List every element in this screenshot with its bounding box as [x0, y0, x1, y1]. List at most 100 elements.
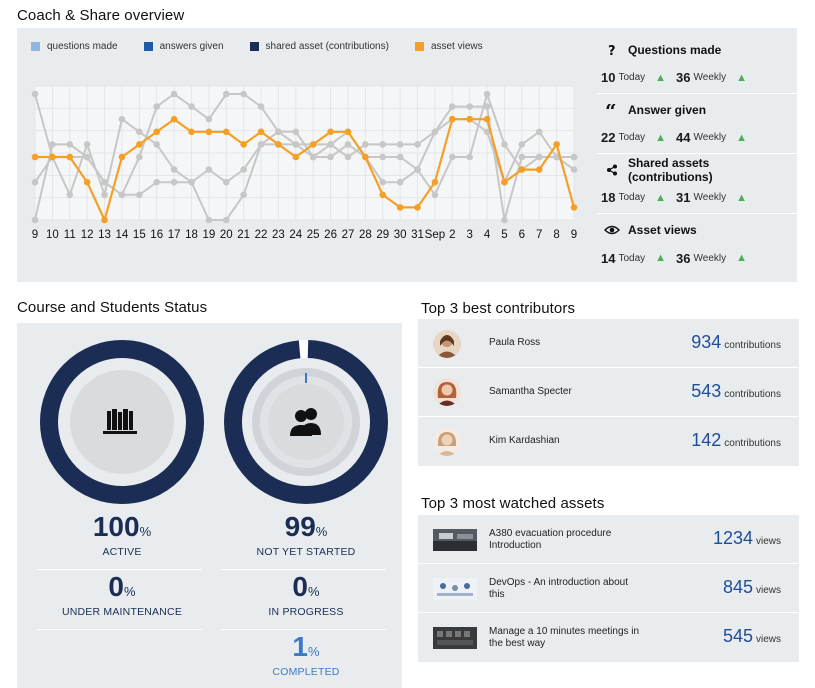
x-tick-label: 13	[98, 229, 111, 241]
stat-answers-values: 22 Today ▲ 44 Weekly ▲	[597, 122, 797, 154]
weekly-label: Weekly	[693, 132, 727, 143]
users-icon	[290, 408, 321, 436]
data-point	[344, 141, 352, 148]
x-tick-label: 19	[202, 229, 215, 241]
data-point	[170, 166, 178, 173]
data-point	[292, 141, 300, 148]
data-point	[118, 191, 126, 199]
kpi-active: 100% ACTIVE	[37, 511, 207, 558]
svg-text:?: ?	[608, 44, 616, 57]
today-label: Today	[618, 72, 646, 83]
data-point	[362, 141, 369, 148]
data-point	[292, 128, 300, 136]
books-icon	[103, 409, 137, 434]
divider	[221, 569, 386, 570]
data-point	[448, 153, 456, 161]
data-point	[553, 153, 560, 161]
stat-title: Asset views	[628, 223, 697, 237]
data-point	[188, 128, 195, 136]
eye-icon	[601, 225, 623, 235]
data-point	[483, 128, 491, 136]
x-tick-label: 24	[289, 229, 302, 241]
contributor-row[interactable]: Samantha Specter 543 contributions	[418, 368, 799, 417]
up-arrow-icon: ▲	[655, 191, 667, 204]
assets-panel: A380 evacuation procedure Introduction 1…	[418, 515, 799, 662]
legend-item-asset-views[interactable]: asset views	[414, 41, 483, 52]
data-point	[344, 128, 352, 136]
weekly-label: Weekly	[693, 192, 727, 203]
stat-answers-header: “ Answer given	[597, 98, 797, 122]
data-point	[396, 141, 404, 148]
data-point	[553, 141, 560, 148]
kpi-unit: %	[308, 584, 320, 599]
activity-chart-svg: 9 10 11 12 13 14 15 16 17 18 19 20 21 22 23 24 25 26 27 28 2…	[31, 85, 578, 241]
count-unit: contributions	[724, 438, 781, 449]
stat-title: Shared assets (contributions)	[627, 156, 713, 184]
data-point	[570, 153, 578, 161]
asset-row[interactable]: A380 evacuation procedure Introduction 1…	[418, 515, 799, 564]
data-point	[240, 166, 247, 173]
legend-item-answers-given[interactable]: answers given	[143, 41, 224, 52]
kpi-value: 1	[292, 631, 308, 662]
today-label: Today	[618, 192, 646, 203]
kpi-unit: %	[308, 644, 320, 659]
count-value: 934	[691, 332, 722, 352]
data-point	[292, 153, 300, 161]
data-point	[309, 153, 317, 161]
divider	[37, 629, 202, 630]
kpi-label: COMPLETED	[272, 666, 340, 678]
data-point	[205, 216, 213, 224]
data-point	[153, 178, 161, 186]
data-point	[414, 204, 421, 211]
data-point	[483, 90, 491, 98]
data-point	[327, 153, 334, 161]
stat-views-values: 14 Today ▲ 36 Weekly ▲	[597, 242, 797, 274]
data-point	[136, 128, 143, 136]
data-point	[501, 141, 508, 148]
data-point	[205, 128, 213, 136]
stats-panel: ? Questions made 10 Today ▲ 36 Weekly ▲ …	[597, 38, 797, 278]
asset-thumbnail	[433, 627, 477, 649]
legend-swatch-views	[414, 42, 424, 51]
contributor-row[interactable]: Kim Kardashian 142 contributions	[418, 417, 799, 466]
assets-title: Top 3 most watched assets	[421, 495, 605, 512]
data-point	[483, 115, 491, 123]
data-point	[379, 153, 387, 161]
asset-row[interactable]: Manage a 10 minutes meetings in the best…	[418, 613, 799, 662]
data-point	[188, 103, 195, 110]
contribution-count: 934 contributions	[691, 332, 781, 353]
x-tick-label: 20	[220, 229, 233, 241]
up-arrow-icon: ▲	[736, 191, 748, 204]
data-point	[518, 166, 526, 173]
weekly-label: Weekly	[693, 252, 727, 264]
asset-thumbnail	[433, 529, 477, 551]
kpi-unit: %	[124, 584, 136, 599]
students-ring	[221, 337, 391, 507]
x-tick-label: 16	[150, 229, 163, 241]
data-point	[170, 115, 178, 123]
view-value: 845	[722, 577, 753, 597]
x-tick-label: 30	[394, 229, 407, 241]
legend-item-questions-made[interactable]: questions made	[31, 41, 118, 52]
legend-label: questions made	[47, 41, 118, 52]
data-point	[483, 103, 491, 110]
data-point	[222, 90, 230, 98]
data-point	[379, 191, 387, 199]
legend-item-shared-asset[interactable]: shared asset (contributions)	[249, 41, 389, 52]
up-arrow-icon: ▲	[736, 131, 748, 144]
data-point	[205, 166, 213, 173]
share-icon	[601, 164, 623, 176]
divider	[37, 569, 202, 570]
data-point	[257, 103, 265, 110]
asset-row[interactable]: DevOps - An introduction about this 845 v…	[418, 564, 799, 613]
up-arrow-icon: ▲	[736, 71, 748, 84]
avatar	[433, 330, 461, 358]
contributor-name: Kim Kardashian	[489, 435, 560, 446]
today-value: 10	[601, 70, 616, 85]
x-tick-label: 23	[272, 229, 285, 241]
data-point	[535, 166, 543, 173]
contributor-row[interactable]: Paula Ross 934 contributions	[418, 319, 799, 368]
data-point	[466, 115, 473, 123]
kpi-label: UNDER MAINTENANCE	[61, 606, 183, 618]
svg-text:“: “	[605, 104, 617, 116]
